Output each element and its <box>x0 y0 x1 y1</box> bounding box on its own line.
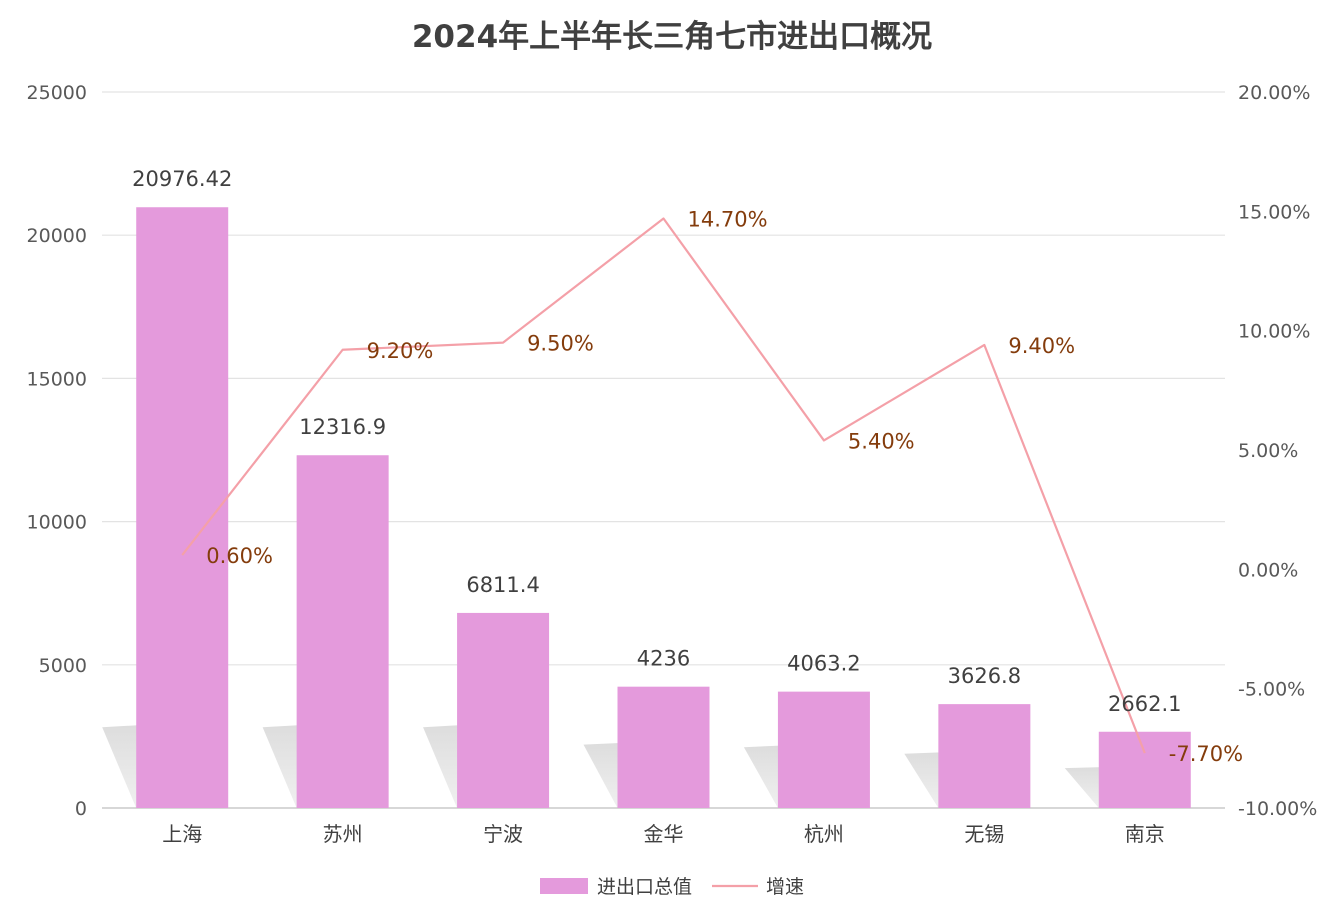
line-series <box>181 217 1146 754</box>
axes: 0 5000 10000 15000 20000 25000 -10.00% -5.00% 0.… <box>27 82 1318 846</box>
bar <box>1098 731 1191 808</box>
line-value-label: -7.70% <box>1169 742 1243 766</box>
left-axis-tick-label: 15000 <box>27 368 87 390</box>
category-label: 无锡 <box>964 822 1004 846</box>
legend-label-bar: 进出口总值 <box>597 876 692 898</box>
bar-value-label: 6811.4 <box>466 573 539 597</box>
legend-label-line: 增速 <box>766 876 804 898</box>
left-axis-tick-label: 25000 <box>27 82 87 104</box>
line-value-label: 9.20% <box>367 339 434 363</box>
left-axis-tick-label: 5000 <box>39 655 87 677</box>
right-axis-tick-label: 20.00% <box>1238 82 1310 104</box>
bar-value-label: 3626.8 <box>948 664 1021 688</box>
line-value-label: 9.40% <box>1008 334 1075 358</box>
bar <box>296 455 389 808</box>
data-labels: 20976.42 12316.9 6811.4 4236 4063.2 3626.8 266… <box>132 167 1243 766</box>
right-axis-tick-label: 5.00% <box>1238 440 1298 462</box>
line-value-label: 9.50% <box>527 332 594 356</box>
legend-swatch-bar <box>540 878 588 894</box>
bar <box>457 612 550 808</box>
category-label: 苏州 <box>323 822 363 846</box>
category-label: 金华 <box>644 822 684 846</box>
bar <box>777 691 870 808</box>
right-axis-tick-label: 10.00% <box>1238 321 1310 343</box>
chart-title: 2024年上半年长三角七市进出口概况 <box>412 19 932 55</box>
right-axis-tick-label: 15.00% <box>1238 201 1310 223</box>
line-value-label: 5.40% <box>848 429 915 453</box>
right-axis-tick-label: -10.00% <box>1238 798 1317 820</box>
legend: 进出口总值 增速 <box>540 876 804 898</box>
bar-value-label: 4063.2 <box>787 652 860 676</box>
bar <box>617 686 710 808</box>
bar-value-label: 20976.42 <box>132 167 232 191</box>
category-label: 杭州 <box>804 822 844 846</box>
left-axis-tick-label: 0 <box>75 798 87 820</box>
bar-value-label: 2662.1 <box>1108 692 1181 716</box>
line-value-label: 14.70% <box>688 207 768 231</box>
category-label: 宁波 <box>483 822 523 846</box>
bar <box>938 704 1031 808</box>
left-axis-tick-label: 10000 <box>27 512 87 534</box>
bar <box>136 207 229 808</box>
category-label: 南京 <box>1125 822 1165 846</box>
bar-series <box>136 207 1191 808</box>
bar-value-label: 12316.9 <box>299 415 386 439</box>
left-axis-tick-label: 20000 <box>27 225 87 247</box>
gridlines <box>102 91 1225 809</box>
bar-value-label: 4236 <box>637 647 690 671</box>
growth-line <box>181 217 1146 754</box>
category-label: 上海 <box>162 822 202 846</box>
line-value-label: 0.60% <box>206 544 273 568</box>
right-axis-tick-label: 0.00% <box>1238 559 1298 581</box>
right-axis-tick-label: -5.00% <box>1238 679 1305 701</box>
